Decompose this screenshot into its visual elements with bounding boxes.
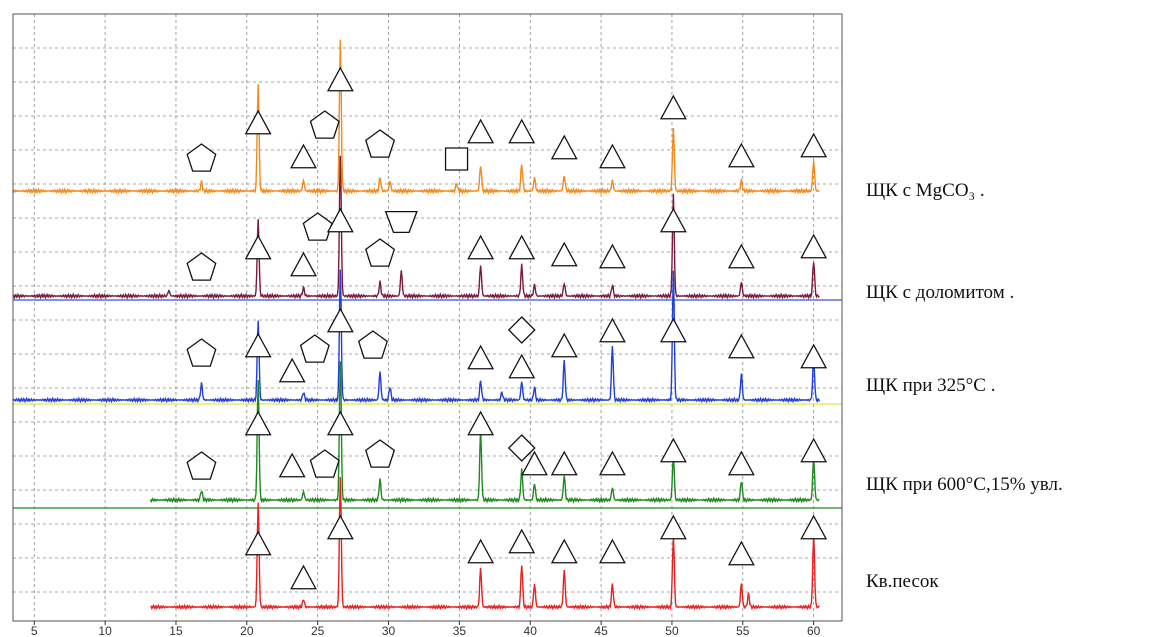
phase-marker-triangle [244,410,272,436]
phase-marker-triangle [659,94,687,120]
x-tick-label: 10 [98,624,112,637]
phase-marker-triangle [550,538,578,564]
phase-marker-diamond [507,316,536,344]
phase-marker-triangle [727,450,755,476]
phase-marker-triangle [508,528,536,554]
phase-marker-triangle [244,530,272,556]
legend-label-325c: ЩК при 325°С . [866,375,996,396]
phase-marker-pentagon [365,238,396,267]
phase-marker-pentagon [309,110,340,139]
phase-marker-triangle [508,234,536,260]
phase-marker-triangle [521,450,548,476]
x-tick-label: 25 [311,624,325,637]
x-tick-label: 55 [736,624,750,637]
phase-marker-pentagon [186,451,217,480]
legend-label-mgco3: ЩК с MgCO₃ . [866,180,985,201]
phase-marker-triangle [659,514,687,540]
phase-marker-triangle [467,538,495,564]
phase-marker-diamond [507,434,536,462]
phase-marker-triangle [659,317,687,343]
phase-marker-triangle [326,514,354,540]
phase-marker-triangle [550,332,578,358]
phase-marker-pentagon [365,129,396,158]
phase-marker-pentagon [186,338,217,367]
phase-marker-pentagon [357,330,388,359]
legend-label-quartz-sand: Кв.песок [866,571,939,592]
phase-marker-triangle [467,410,495,436]
phase-marker-triangle [508,118,536,144]
phase-marker-triangle [727,243,755,269]
phase-marker-triangle [550,134,578,160]
phase-marker-triangle [598,243,626,269]
x-axis-ticks: 5 10 15 20 25 30 35 40 45 50 55 60 [31,621,821,637]
series-line [12,155,820,300]
phase-marker-triangle [326,410,354,436]
phase-marker-pentagon [365,439,396,468]
x-tick-label: 20 [240,624,254,637]
phase-marker-triangle [598,450,626,476]
x-tick-label: 60 [807,624,821,637]
plot-frame [12,13,843,622]
phase-marker-triangle [598,538,626,564]
legend-label-dolomite: ЩК с доломитом . [866,282,1015,303]
phase-marker-triangle [326,307,354,333]
phase-marker-triangle [278,452,306,478]
phase-marker-triangle [244,234,272,260]
x-tick-label: 45 [594,624,608,637]
phase-marker-triangle [244,332,272,358]
phase-marker-pentagon [302,212,333,241]
phase-marker-triangle [659,207,687,233]
series-line [12,269,820,404]
phase-marker-triangle [326,66,354,92]
phase-marker-triangle [467,234,495,260]
phase-marker-triangle [550,450,578,476]
diffraction-traces [12,39,820,611]
phase-marker-triangle [598,317,626,343]
phase-marker-triangle [598,143,626,169]
phase-marker-pentagon [186,143,217,172]
grid [13,14,842,621]
phase-marker-triangle [326,207,354,233]
phase-marker-triangle [800,437,828,463]
phase-marker-triangle [278,357,306,383]
x-tick-label: 35 [453,624,467,637]
phase-marker-triangle [467,118,495,144]
phase-marker-triangle [508,353,536,379]
phase-marker-triangle [290,143,317,169]
phase-markers [186,66,828,590]
x-tick-label: 5 [31,624,38,637]
phase-marker-pentagon [309,449,340,478]
legend-label-600c: ЩК при 600°С,15% увл. [866,474,1063,495]
phase-marker-triangle [467,344,495,370]
phase-marker-square [444,147,469,171]
x-tick-label: 40 [524,624,538,637]
phase-marker-triangle [244,109,272,135]
phase-marker-triangle [290,564,317,590]
phase-marker-triangle [290,251,317,277]
phase-marker-inverted-trapezoid [384,210,418,234]
x-tick-label: 15 [169,624,183,637]
series-separators [13,299,842,509]
x-tick-label: 30 [382,624,396,637]
phase-marker-pentagon [299,334,330,363]
phase-marker-triangle [800,233,828,259]
phase-marker-triangle [800,514,828,540]
phase-marker-triangle [727,142,755,168]
phase-marker-triangle [800,132,828,158]
series-line [149,361,820,504]
series-line [12,39,820,196]
phase-marker-triangle [550,241,578,267]
series-line [150,476,820,611]
phase-marker-triangle [800,343,828,369]
phase-marker-triangle [659,437,687,463]
x-tick-label: 50 [665,624,679,637]
phase-marker-triangle [727,540,755,566]
phase-marker-triangle [727,333,755,359]
phase-marker-pentagon [186,252,217,281]
